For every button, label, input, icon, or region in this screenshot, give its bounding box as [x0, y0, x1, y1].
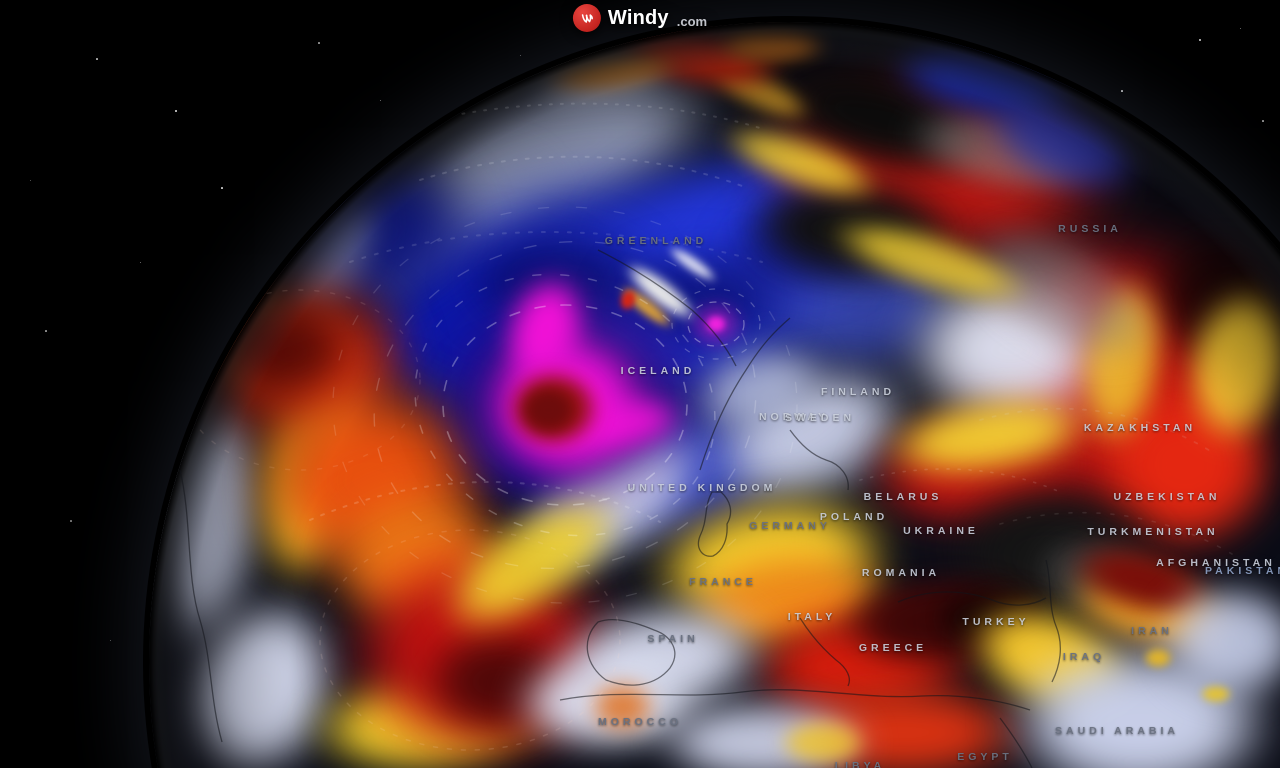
star: [175, 110, 177, 112]
color-blob: [1193, 681, 1239, 707]
star: [30, 180, 31, 181]
star: [221, 187, 223, 189]
star: [1199, 39, 1201, 41]
star: [1240, 28, 1241, 29]
windy-logo[interactable]: Windy .com: [572, 4, 708, 32]
star: [318, 42, 320, 44]
color-blob: [1137, 643, 1179, 673]
star: [110, 640, 111, 641]
windy-icon: [572, 4, 601, 32]
brand-name: Windy: [607, 6, 669, 29]
star: [1262, 120, 1264, 122]
color-blob: [759, 709, 885, 768]
color-blob: [505, 374, 591, 446]
brand-tld: .com: [676, 14, 708, 29]
star: [96, 58, 98, 60]
star: [70, 520, 72, 522]
star: [45, 330, 47, 332]
star: [380, 100, 381, 101]
star: [140, 262, 141, 263]
star: [1121, 90, 1123, 92]
star: [520, 55, 521, 56]
color-blob: [692, 22, 852, 70]
